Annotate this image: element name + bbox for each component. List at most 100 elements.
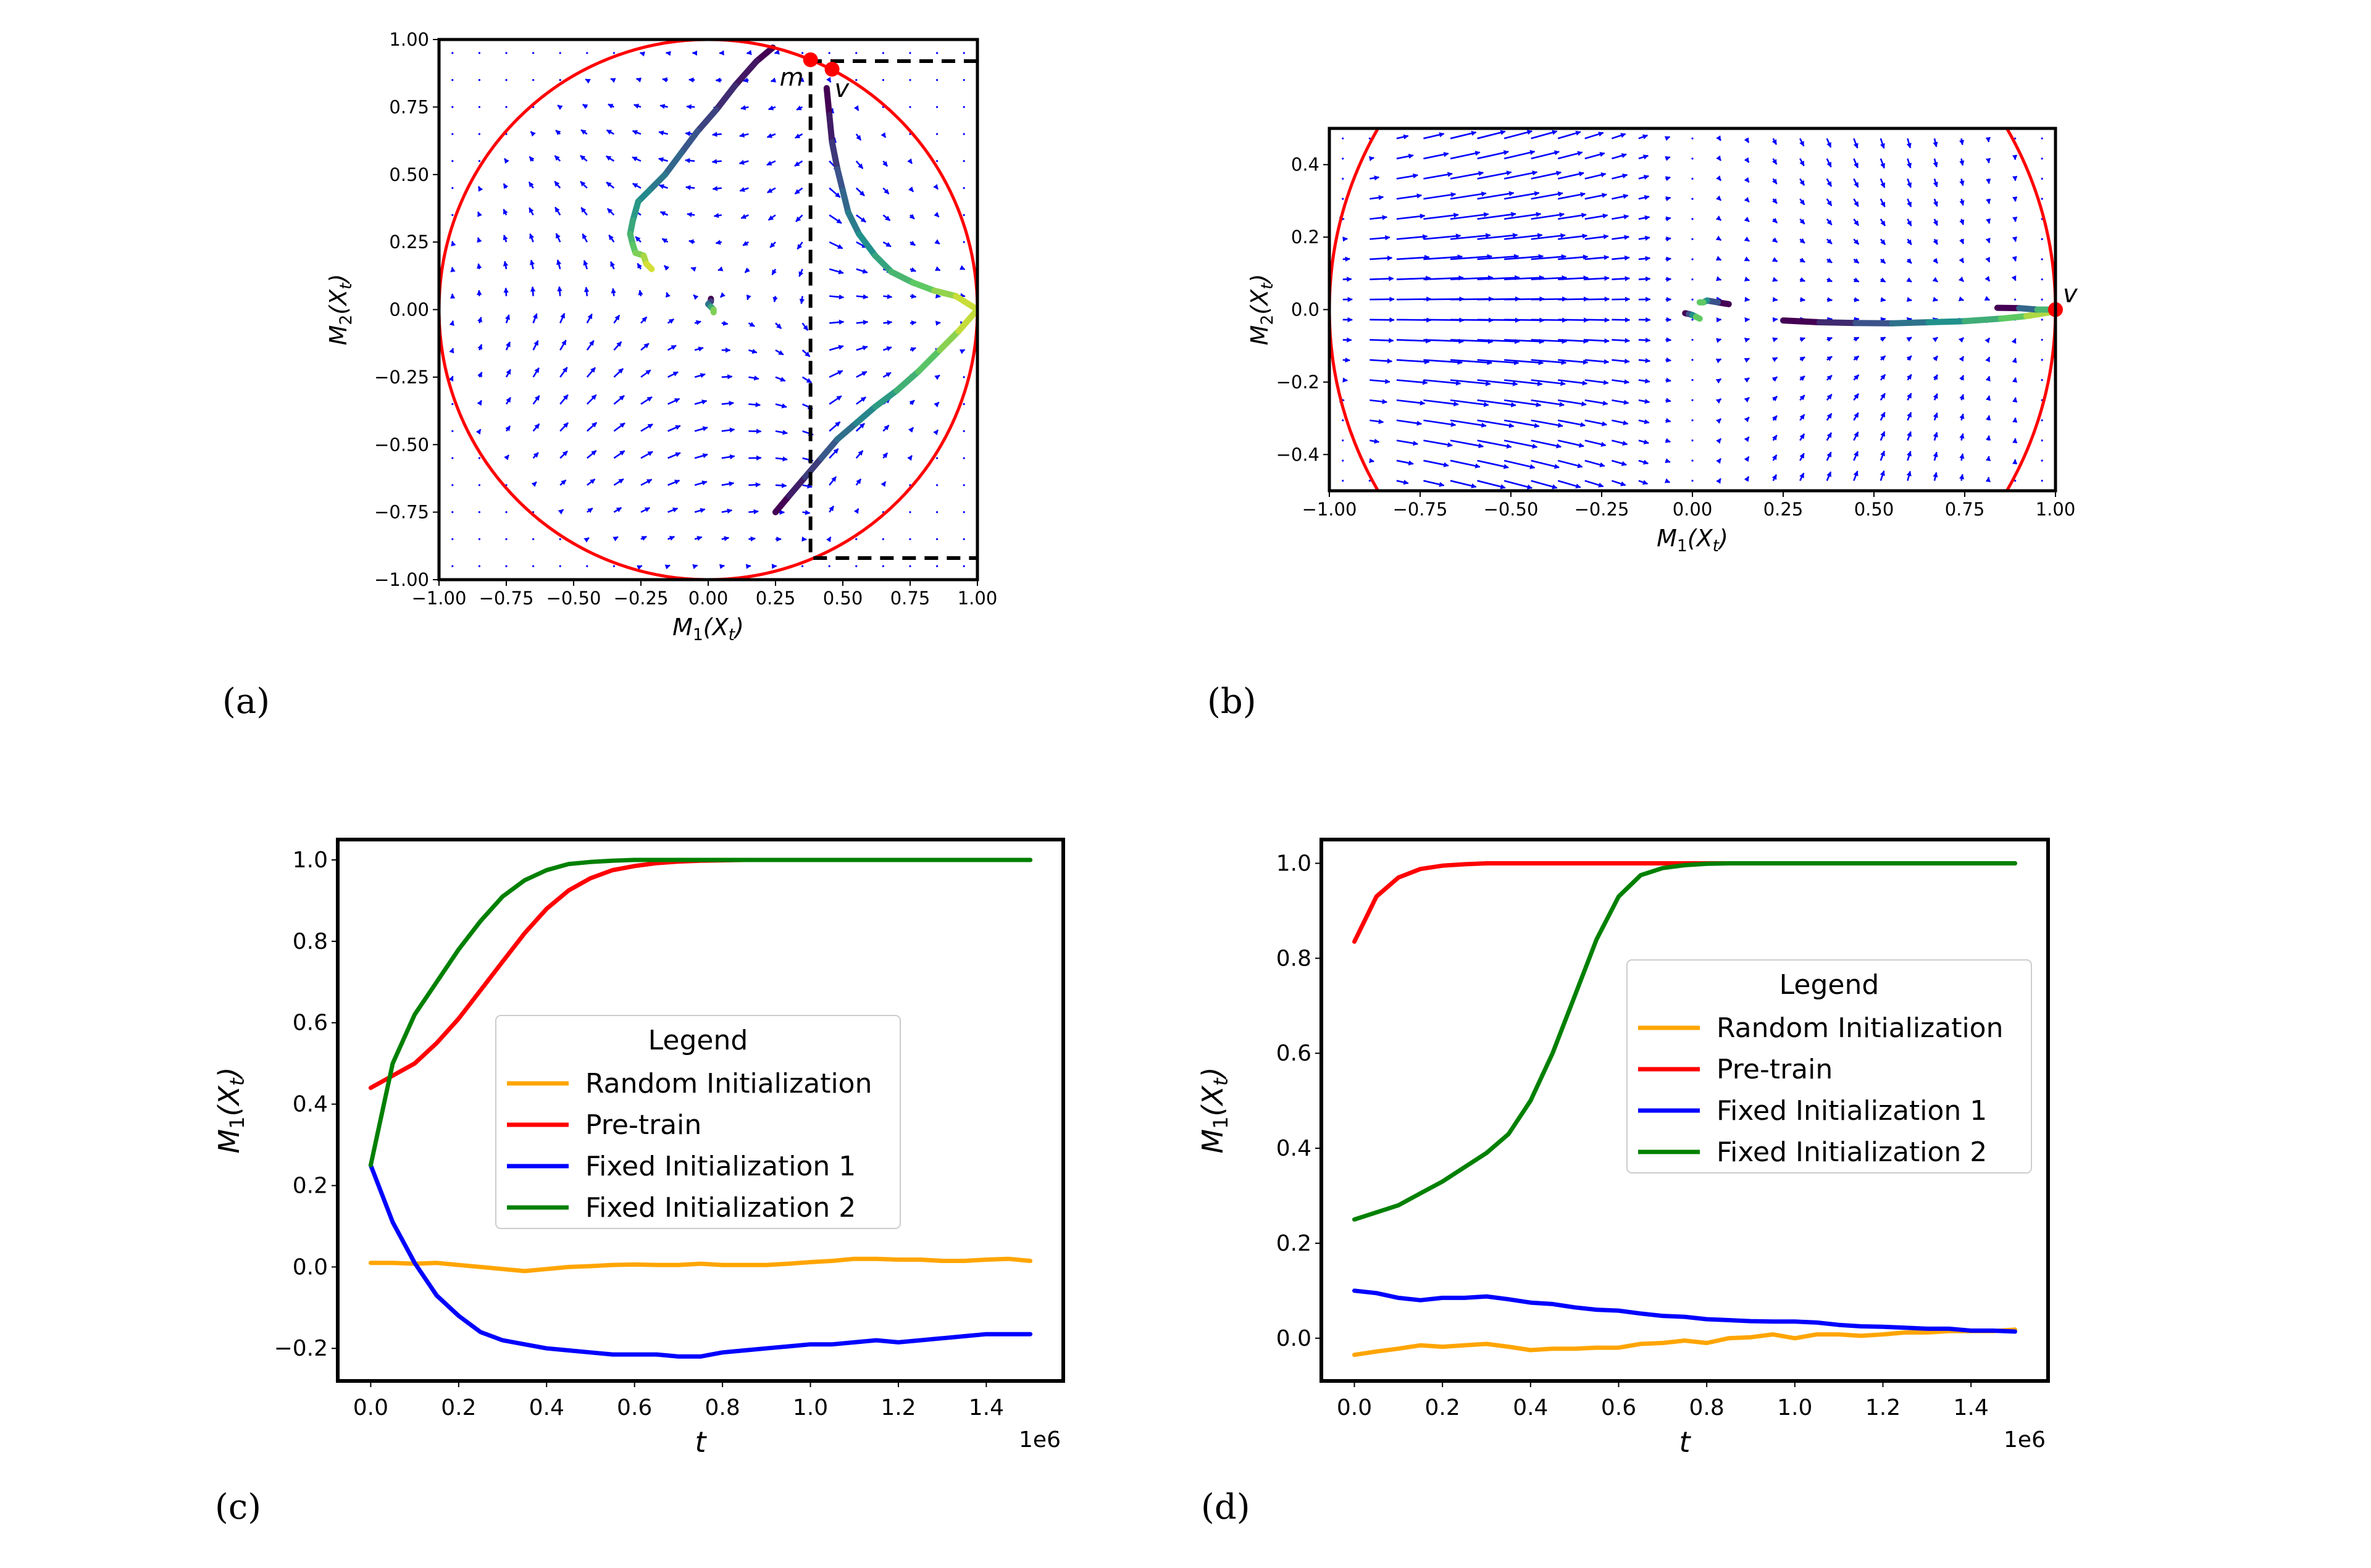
- quiver-arrow: [1477, 254, 1520, 261]
- quiver-arrow: [1611, 133, 1626, 140]
- quiver-arrow: [1744, 436, 1750, 443]
- quiver-dot: [909, 79, 911, 81]
- series-line-fixed-initialization-1: [368, 1163, 1033, 1359]
- quiver-arrow: [1986, 415, 1991, 421]
- quiver-arrow: [1799, 198, 1805, 206]
- quiver-arrow: [477, 211, 482, 217]
- quiver-dot: [1342, 177, 1344, 180]
- quiver-arrow: [554, 155, 561, 162]
- quiver-arrow: [613, 341, 622, 351]
- x-tick-label: 0.75: [1945, 499, 1985, 520]
- quiver-arrow: [1369, 235, 1390, 241]
- x-tick-label: 0.25: [756, 588, 796, 609]
- quiver-arrow: [1396, 214, 1426, 220]
- y-tick-label: −0.2: [274, 1336, 328, 1361]
- quiver-arrow: [504, 454, 510, 461]
- quiver-arrow: [1503, 130, 1533, 140]
- quiver-arrow: [1531, 480, 1558, 490]
- quiver-dot: [963, 403, 965, 406]
- quiver-arrow: [1664, 478, 1671, 483]
- trajectory-segment: [732, 58, 760, 89]
- quiver-arrow: [1531, 212, 1565, 220]
- quiver-arrow: [1984, 275, 1991, 282]
- quiver-arrow: [1800, 297, 1806, 302]
- quiver-arrow: [1665, 418, 1671, 423]
- quiver-arrow: [715, 77, 722, 83]
- quiver-dot: [478, 79, 481, 81]
- quiver-arrow: [1504, 254, 1544, 261]
- trajectory-segment: [801, 455, 825, 480]
- quiver-arrow: [1423, 419, 1457, 427]
- quiver-arrow: [528, 181, 534, 189]
- quiver-arrow: [2011, 338, 2017, 344]
- quiver-arrow: [910, 293, 917, 299]
- quiver-arrow: [583, 286, 590, 296]
- legend-entry: Random Initialization: [585, 1068, 872, 1099]
- trajectory-segment: [915, 347, 943, 375]
- quiver-arrow: [1959, 413, 1965, 421]
- quiver-arrow: [477, 317, 483, 323]
- quiver-arrow: [1907, 451, 1912, 461]
- quiver-dot: [532, 538, 535, 540]
- series-lines-c: [368, 857, 1033, 1359]
- quiver-arrow: [1716, 438, 1722, 444]
- axes-frame: [1328, 127, 2057, 493]
- quiver-arrow: [829, 395, 842, 405]
- quiver-arrow: [658, 130, 668, 136]
- quiver-field-a: [448, 49, 966, 570]
- quiver-arrow: [1584, 440, 1607, 447]
- quiver-arrow: [1584, 480, 1604, 488]
- quiver-arrow: [910, 240, 916, 246]
- quiver-arrow: [801, 376, 812, 383]
- quiver-dot: [963, 538, 965, 540]
- quiver-arrow: [1612, 440, 1628, 446]
- quiver-arrow: [855, 478, 862, 486]
- quiver-arrow: [1744, 157, 1750, 163]
- quiver-arrow: [1880, 238, 1886, 246]
- quiver-arrow: [586, 422, 598, 432]
- axes-d: 0.0 0.2 0.4 0.6 0.8 1.0 1.2 1.4 0.0 0.2 0.4 0.6 0.8 1…: [1196, 838, 2050, 1459]
- trajectory-segment: [772, 493, 792, 515]
- trajectory-segment: [1889, 319, 1932, 327]
- quiver-arrow: [1771, 158, 1778, 165]
- quiver-arrow: [1558, 359, 1589, 365]
- quiver-arrow: [1665, 277, 1672, 282]
- quiver-arrow: [1959, 257, 1965, 264]
- quiver-arrow: [2012, 216, 2018, 222]
- quiver-arrow: [1906, 277, 1912, 283]
- quiver-arrow: [694, 399, 708, 405]
- quiver-arrow: [1369, 195, 1384, 201]
- quiver-arrow: [1799, 218, 1805, 225]
- quiver-arrow: [1771, 376, 1778, 382]
- quiver-arrow: [1771, 138, 1778, 145]
- quiver-arrow: [640, 478, 653, 486]
- quiver-arrow: [748, 348, 758, 354]
- quiver-arrow: [559, 340, 567, 351]
- quiver-arrow: [635, 236, 642, 243]
- quiver-arrow: [2012, 397, 2018, 403]
- x-axis-label: t: [1679, 1425, 1691, 1459]
- quiver-dot: [2041, 338, 2043, 341]
- quiver-arrow: [935, 266, 941, 272]
- quiver-dot: [1368, 480, 1371, 482]
- quiver-dot: [2014, 137, 2017, 140]
- quiver-arrow: [662, 77, 668, 83]
- quiver-dot: [478, 457, 481, 459]
- quiver-dot: [801, 52, 804, 54]
- quiver-arrow: [711, 159, 722, 164]
- quiver-arrow: [477, 399, 482, 406]
- quiver-dot: [559, 565, 561, 567]
- legend-d: Legend Random Initialization Pre-train Fixe…: [1626, 959, 2032, 1174]
- x-tick-label: 0.6: [1601, 1395, 1636, 1420]
- quiver-dot: [2041, 198, 2043, 200]
- quiver-arrow: [1531, 130, 1558, 140]
- quiver-arrow: [1369, 378, 1390, 384]
- axes-c: 0.0 0.2 0.4 0.6 0.8 1.0 1.2 1.4 −0.2 0.0 0.2 0.4 0.6…: [212, 838, 1065, 1459]
- quiver-dot: [1691, 459, 1694, 462]
- quiver-arrow: [1423, 212, 1459, 220]
- quiver-dot: [963, 79, 965, 81]
- quiver-arrow: [1854, 297, 1860, 302]
- quiver-arrow: [1531, 440, 1562, 449]
- quiver-arrow: [1423, 275, 1464, 281]
